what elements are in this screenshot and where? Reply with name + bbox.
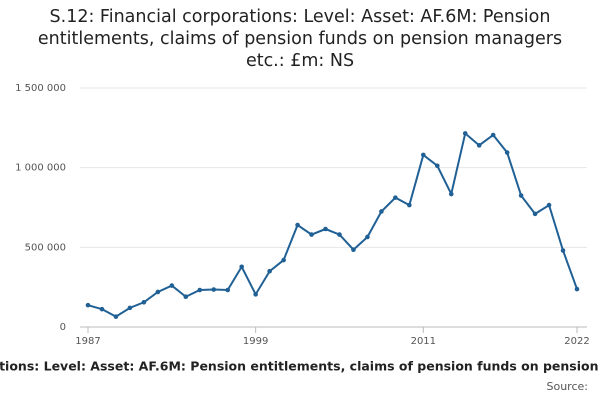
- x-tick-label: 1987: [75, 336, 100, 347]
- point: [141, 300, 147, 305]
- point: [267, 268, 272, 274]
- point: [253, 292, 258, 297]
- y-tick-label: 1 000 000: [15, 163, 66, 174]
- point: [225, 287, 231, 293]
- y-tick-label: 500 000: [25, 242, 66, 253]
- x-tick-label: 1999: [243, 336, 268, 347]
- point: [113, 314, 119, 319]
- point: [379, 209, 384, 214]
- point: [532, 211, 538, 217]
- point: [574, 286, 580, 292]
- point: [323, 226, 328, 232]
- point: [99, 306, 105, 312]
- point: [351, 247, 356, 253]
- point: [239, 264, 244, 270]
- point: [518, 193, 524, 198]
- point: [448, 191, 454, 197]
- y-tick-label: 0: [60, 322, 66, 333]
- point: [295, 222, 300, 228]
- point: [476, 143, 482, 148]
- point: [546, 202, 552, 208]
- y-tick-label: 1 500 000: [15, 83, 66, 94]
- x-tick-label: 2011: [411, 336, 436, 347]
- point: [85, 302, 91, 308]
- line: [87, 131, 578, 318]
- point: [183, 294, 189, 300]
- point: [560, 248, 566, 253]
- point: [127, 305, 133, 311]
- point: [407, 202, 412, 208]
- point: [281, 257, 286, 263]
- point: [337, 232, 342, 237]
- source-label: Source:: [547, 380, 589, 393]
- point: [504, 150, 510, 155]
- point: [462, 131, 468, 136]
- point: [393, 195, 398, 200]
- point: [490, 132, 496, 138]
- point: [365, 234, 370, 240]
- chart-title: S.12: Financial corporations: Level: Ass…: [37, 7, 563, 71]
- x-tick-label: 2022: [564, 336, 589, 347]
- point: [155, 289, 161, 295]
- point: [309, 232, 314, 237]
- point: [169, 283, 175, 288]
- point: [197, 287, 203, 293]
- point: [434, 163, 440, 169]
- point: [211, 287, 217, 292]
- point: [421, 152, 426, 158]
- footer-title: S.12: Financial corporations: Level: Ass…: [0, 359, 600, 374]
